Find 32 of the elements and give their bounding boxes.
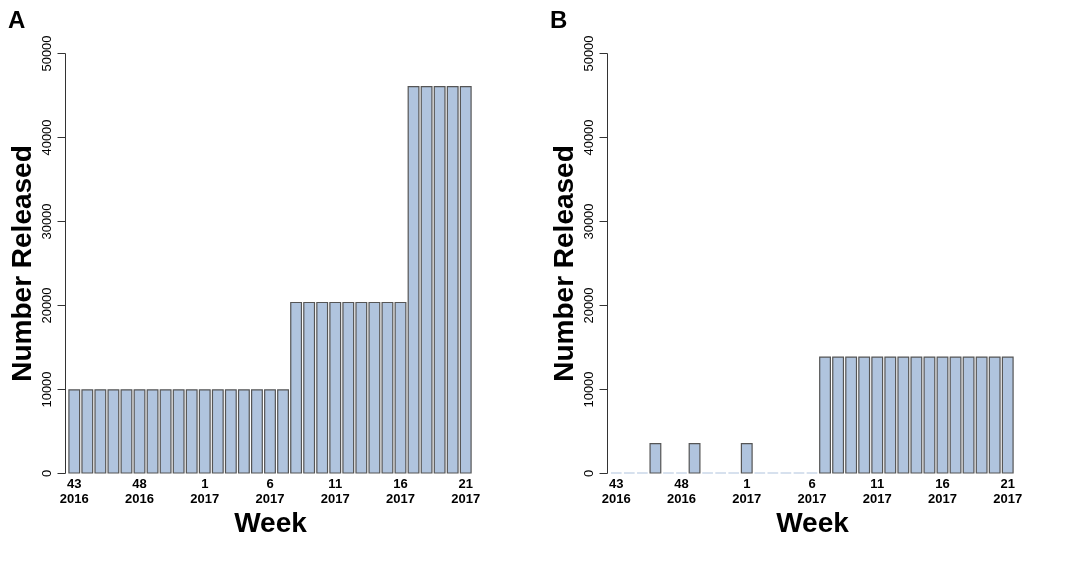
y-tick-label: 20000: [580, 287, 596, 324]
y-tick-label: 30000: [580, 203, 596, 240]
y-tick-label: 30000: [38, 203, 54, 240]
chart-title: A: [8, 5, 26, 33]
y-tick-label: 40000: [580, 119, 596, 156]
x-axis-title: Week: [776, 506, 850, 538]
y-tick-label: 0: [38, 469, 54, 478]
x-tick-label: 48 2016: [125, 475, 154, 506]
y-axis-title: Number Released: [5, 145, 37, 382]
y-tick-label: 10000: [38, 371, 54, 408]
x-tick-label: 21 2017: [993, 475, 1023, 506]
x-tick-label: 43 2016: [59, 475, 89, 506]
y-axis-title: Number Released: [547, 145, 579, 382]
x-tick-label: 11 2017: [862, 475, 892, 506]
x-tick-label: 16 2017: [386, 475, 415, 506]
y-tick-label: 10000: [580, 371, 596, 408]
x-tick-label: 6 2017: [255, 475, 285, 506]
y-tick-label: 0: [580, 469, 596, 478]
x-tick-label: 43 2016: [601, 475, 631, 506]
x-axis-title: Week: [234, 506, 308, 538]
x-tick-label: 16 2017: [928, 475, 957, 506]
chart-title: B: [550, 5, 568, 33]
y-tick-label: 40000: [38, 119, 54, 156]
x-tick-label: 21 2017: [451, 475, 481, 506]
x-tick-label: 48 2016: [667, 475, 696, 506]
y-tick-label: 50000: [580, 35, 596, 72]
x-tick-label: 11 2017: [320, 475, 350, 506]
y-tick-label: 50000: [38, 35, 54, 72]
x-tick-label: 1 2017: [190, 475, 220, 506]
x-tick-label: 1 2017: [732, 475, 762, 506]
x-tick-label: 6 2017: [797, 475, 827, 506]
y-tick-label: 20000: [38, 287, 54, 324]
